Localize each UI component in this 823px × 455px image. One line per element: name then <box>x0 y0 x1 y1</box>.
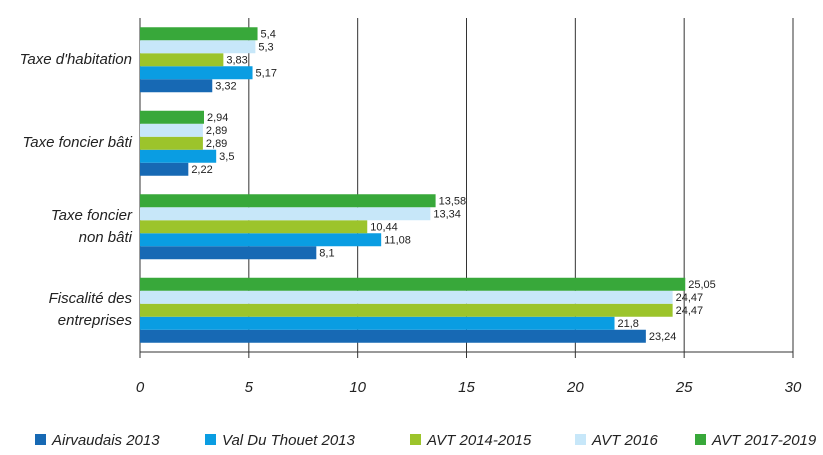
x-tick-label: 10 <box>349 379 366 396</box>
data-label: 2,22 <box>191 164 212 176</box>
legend-label: AVT 2016 <box>591 432 659 449</box>
legend-label: Airvaudais 2013 <box>51 432 160 449</box>
bar <box>140 233 382 247</box>
x-tick-label: 20 <box>566 379 584 396</box>
data-label: 24,47 <box>676 305 704 317</box>
data-label: 3,5 <box>219 151 234 163</box>
bar <box>140 220 368 234</box>
category-label: Taxe foncier non bâti <box>50 206 132 246</box>
bar <box>140 79 213 93</box>
data-label: 13,58 <box>439 196 467 208</box>
data-label: 2,89 <box>206 138 227 150</box>
data-label: 25,05 <box>688 279 716 291</box>
category-label: Taxe foncier bâti <box>22 134 132 152</box>
data-label: 23,24 <box>649 331 677 343</box>
bar <box>140 162 189 176</box>
category-label: Taxe d'habitation <box>19 50 132 68</box>
x-tick-label: 0 <box>136 379 145 396</box>
bar <box>140 303 673 317</box>
data-label: 13,34 <box>433 209 461 221</box>
category-label: Fiscalité des entreprises <box>48 290 132 330</box>
bar <box>140 329 646 343</box>
legend-swatch <box>575 434 586 445</box>
legend-label: AVT 2014-2015 <box>426 432 532 449</box>
data-label: 24,47 <box>676 292 704 304</box>
data-label: 3,32 <box>215 81 236 93</box>
data-label: 2,89 <box>206 125 227 137</box>
data-label: 3,83 <box>226 55 247 67</box>
data-label: 2,94 <box>207 112 228 124</box>
legend-swatch <box>205 434 216 445</box>
data-label: 8,1 <box>319 248 334 260</box>
bar <box>140 110 204 124</box>
bar <box>140 207 431 221</box>
x-tick-label: 5 <box>245 379 254 396</box>
legend-label: Val Du Thouet 2013 <box>222 432 356 449</box>
bar <box>140 136 203 150</box>
data-label: 10,44 <box>370 222 398 234</box>
bar <box>140 316 615 330</box>
bar <box>140 290 673 304</box>
data-label: 11,08 <box>384 235 411 247</box>
x-tick-label: 30 <box>785 379 802 396</box>
data-label: 21,8 <box>618 318 639 330</box>
data-label: 5,4 <box>261 29 276 41</box>
data-label: 5,17 <box>256 68 277 80</box>
bar <box>140 277 686 291</box>
bar <box>140 123 203 137</box>
bar <box>140 27 258 41</box>
bar <box>140 53 224 67</box>
legend-label: AVT 2017-2019 <box>711 432 817 449</box>
legend-swatch <box>35 434 46 445</box>
bar <box>140 149 217 163</box>
x-tick-label: 25 <box>675 379 693 396</box>
x-tick-label: 15 <box>458 379 475 396</box>
legend-swatch <box>695 434 706 445</box>
bar <box>140 194 436 208</box>
legend-swatch <box>410 434 421 445</box>
bar <box>140 66 253 80</box>
bar <box>140 246 317 260</box>
bar <box>140 40 256 54</box>
data-label: 5,3 <box>258 42 273 54</box>
